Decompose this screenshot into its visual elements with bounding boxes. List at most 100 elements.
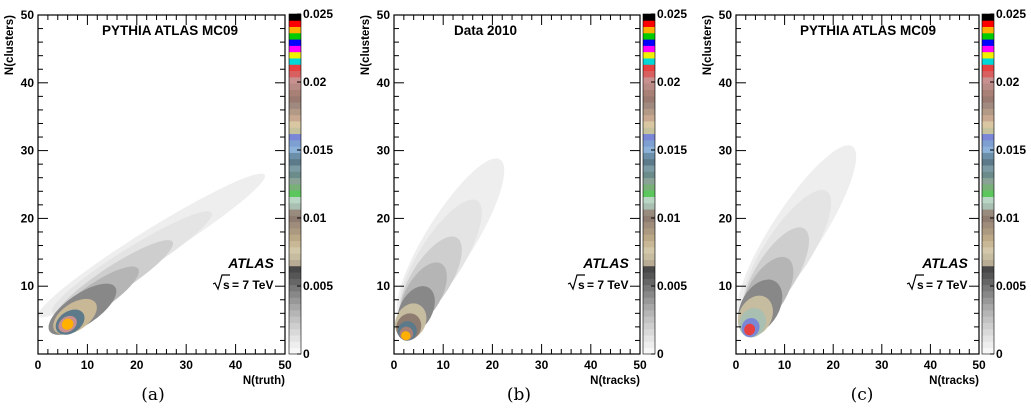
colorbar-swatch — [289, 76, 301, 84]
z-tick-label: 0 — [303, 347, 310, 361]
colorbar-swatch — [643, 316, 655, 323]
z-tick-label: 0.02 — [657, 75, 681, 89]
y-tick-label: 40 — [719, 76, 733, 90]
z-tick-label: 0 — [657, 347, 664, 361]
y-tick-label: 20 — [719, 211, 733, 225]
colorbar-swatch — [643, 64, 655, 72]
colorbar-swatch — [289, 335, 301, 342]
colorbar-swatch — [982, 139, 994, 147]
colorbar-swatch — [289, 253, 301, 260]
colorbar-swatch — [289, 51, 301, 59]
colorbar-swatch — [643, 26, 655, 34]
colorbar-swatch — [982, 177, 994, 185]
colorbar-swatch — [982, 328, 994, 336]
x-tick-label: 40 — [924, 358, 938, 372]
y-tick-label: 50 — [377, 8, 391, 22]
colorbar-swatch — [982, 146, 994, 153]
colorbar-swatch — [643, 51, 655, 59]
colorbar-swatch — [643, 89, 655, 97]
z-tick-label: 0.015 — [996, 143, 1026, 157]
colorbar-swatch — [289, 215, 301, 223]
colorbar-swatch — [982, 121, 994, 128]
x-tick-label: 50 — [278, 358, 292, 372]
colorbar-swatch — [982, 114, 994, 122]
colorbar-swatch — [643, 171, 655, 179]
panel-label: (c) — [851, 385, 874, 405]
colorbar-swatch — [643, 177, 655, 185]
x-tick-label: 0 — [391, 358, 398, 372]
sqrt-icon — [212, 274, 230, 291]
x-tick-label: 10 — [81, 358, 95, 372]
colorbar-swatch — [982, 32, 994, 40]
colorbar-swatch — [643, 58, 655, 65]
colorbar-swatch — [643, 234, 655, 242]
contour-group — [38, 173, 266, 335]
colorbar-swatch — [289, 165, 301, 172]
x-tick-label: 0 — [35, 358, 42, 372]
colorbar-swatch — [643, 297, 655, 305]
y-tick-label: 20 — [21, 211, 35, 225]
z-tick-label: 0.01 — [303, 211, 327, 225]
colorbar-swatch — [982, 83, 994, 90]
colorbar-swatch — [289, 291, 301, 298]
colorbar-swatch — [643, 259, 655, 267]
colorbar-swatch — [289, 146, 301, 153]
colorbar-swatch — [289, 58, 301, 65]
colorbar-swatch — [982, 26, 994, 34]
colorbar-swatch — [643, 146, 655, 153]
colorbar-swatch — [982, 309, 994, 317]
colorbar-swatch — [982, 45, 994, 53]
colorbar-swatch — [289, 171, 301, 179]
colorbar-swatch — [643, 190, 655, 197]
colorbar-swatch — [289, 89, 301, 97]
colorbar-swatch — [289, 45, 301, 53]
colorbar-swatch — [982, 259, 994, 267]
colorbar-swatch — [643, 45, 655, 53]
colorbar-swatch — [643, 221, 655, 229]
colorbar-swatch — [643, 39, 655, 46]
x-axis-label: N(truth) — [243, 375, 285, 387]
colorbar-swatch — [643, 108, 655, 116]
colorbar-swatch — [982, 341, 994, 349]
colorbar-swatch — [982, 95, 994, 103]
colorbar-swatch — [982, 76, 994, 84]
colorbar-swatch — [982, 221, 994, 229]
panel-label: (b) — [507, 385, 531, 405]
colorbar-swatch — [289, 39, 301, 46]
colorbar-swatch — [289, 64, 301, 72]
x-tick-label: 20 — [827, 358, 841, 372]
plot-frame — [735, 14, 980, 355]
colorbar-swatch — [982, 322, 994, 330]
colorbar-swatch — [289, 26, 301, 34]
colorbar-swatch — [643, 152, 655, 160]
x-axis-label: N(tracks) — [590, 375, 640, 387]
colorbar-swatch — [289, 347, 301, 355]
colorbar-swatch — [643, 114, 655, 122]
colorbar-swatch — [643, 347, 655, 355]
colorbar-frame — [288, 13, 302, 355]
x-tick-label: 10 — [437, 358, 451, 372]
contour-group — [737, 145, 857, 338]
colorbar-swatch — [982, 291, 994, 298]
colorbar-swatch — [289, 322, 301, 330]
colorbar-swatch — [643, 121, 655, 128]
colorbar-swatch — [643, 328, 655, 336]
colorbar-swatch — [982, 234, 994, 242]
x-tick-label: 30 — [180, 358, 194, 372]
y-axis-label: N(clusters) — [360, 15, 372, 75]
colorbar-swatch — [289, 114, 301, 122]
colorbar-swatch — [289, 184, 301, 191]
colorbar-swatch — [289, 303, 301, 311]
colorbar-swatch — [982, 202, 994, 210]
contour-group — [395, 158, 505, 341]
colorbar-swatch — [289, 341, 301, 349]
z-tick-label: 0.01 — [996, 211, 1020, 225]
colorbar-swatch — [289, 190, 301, 197]
energy-label: = 7 TeV — [587, 278, 628, 292]
plot-frame — [37, 14, 286, 355]
colorbar-swatch — [643, 165, 655, 172]
z-tick-label: 0.025 — [303, 7, 333, 21]
colorbar-swatch — [643, 322, 655, 330]
panel-b: 0 10 20 30 40 50 10 20 30 40 50 N(tracks) N(clusters… — [360, 7, 687, 405]
